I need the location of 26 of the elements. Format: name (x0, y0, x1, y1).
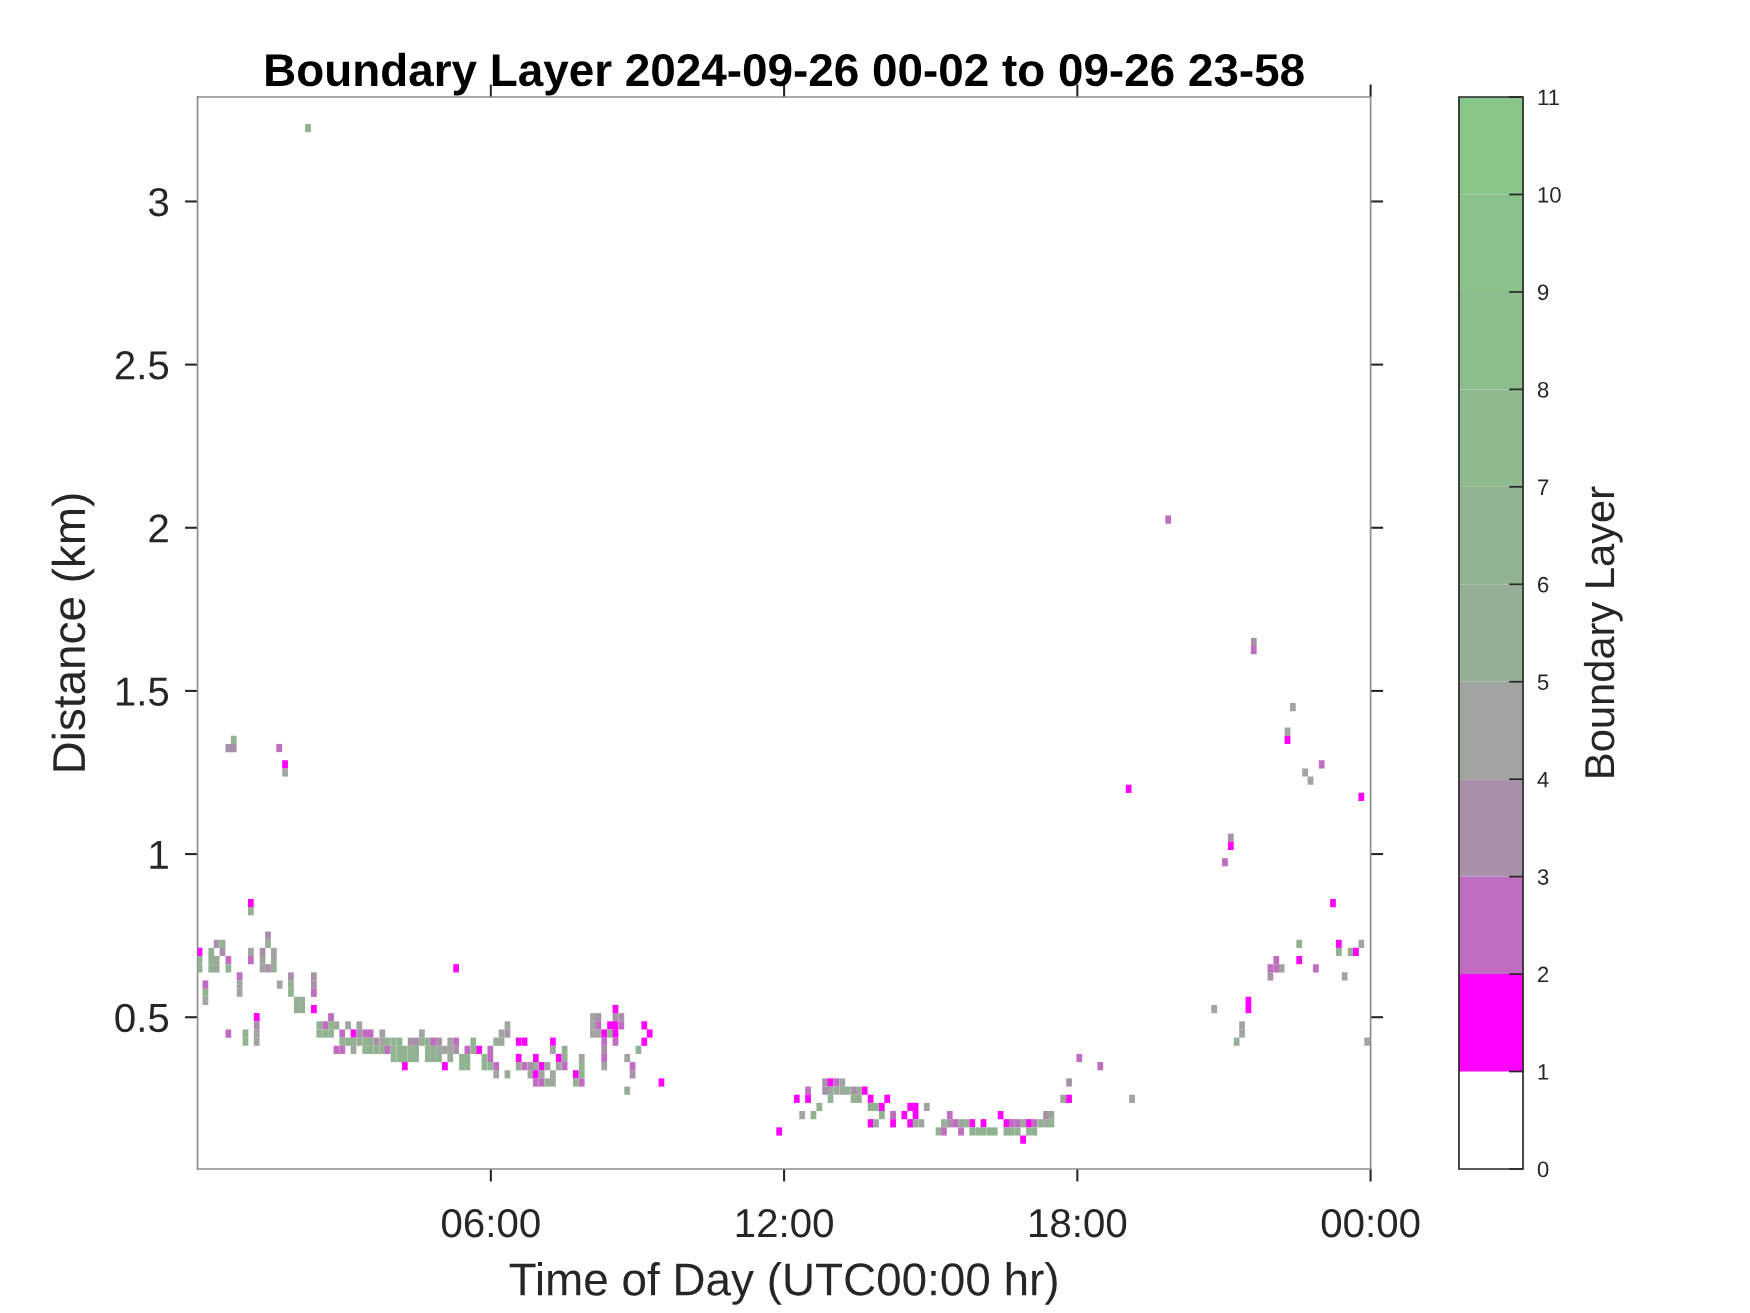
color-bar-label: 11 (1538, 89, 1559, 106)
color-bar-label: 1 (1538, 1064, 1549, 1080)
color-bar-label: 9 (1537, 284, 1549, 301)
color-bar-label: 0 (1537, 1161, 1549, 1178)
color-bar-label: 8 (1537, 381, 1549, 398)
y-tick-label: 1 (150, 840, 168, 869)
color-bar-label: 6 (1538, 576, 1549, 593)
y-tick-label: 2 (149, 514, 168, 543)
color-bar-title: Boundary Layer (1583, 486, 1623, 777)
x-axis-title: Time of Day (UTC00:00 hr) (509, 1262, 1057, 1305)
color-bar-label: 5 (1537, 674, 1549, 690)
color-bar-label: 3 (1537, 869, 1549, 885)
x-tick-label: 18:00 (1030, 1208, 1127, 1238)
color-bar-label: 7 (1538, 479, 1549, 495)
y-tick-label: 0.5 (115, 1003, 169, 1033)
y-tick-label: 2.5 (115, 351, 169, 380)
y-tick-label: 3 (148, 187, 169, 217)
x-tick-label: 00:00 (1321, 1208, 1420, 1238)
color-bar-label: 2 (1538, 966, 1549, 983)
x-tick-label: 12:00 (736, 1208, 833, 1238)
y-axis-title: Distance (km) (51, 494, 95, 771)
color-bar-label: 4 (1537, 771, 1549, 788)
y-tick-label: 1.5 (116, 677, 169, 706)
color-bar-label: 10 (1538, 187, 1561, 203)
chart-title: Boundary Layer 2024-09-26 00-02 to 09-26 23-58 (266, 52, 1304, 96)
x-tick-label: 06:00 (442, 1208, 540, 1238)
